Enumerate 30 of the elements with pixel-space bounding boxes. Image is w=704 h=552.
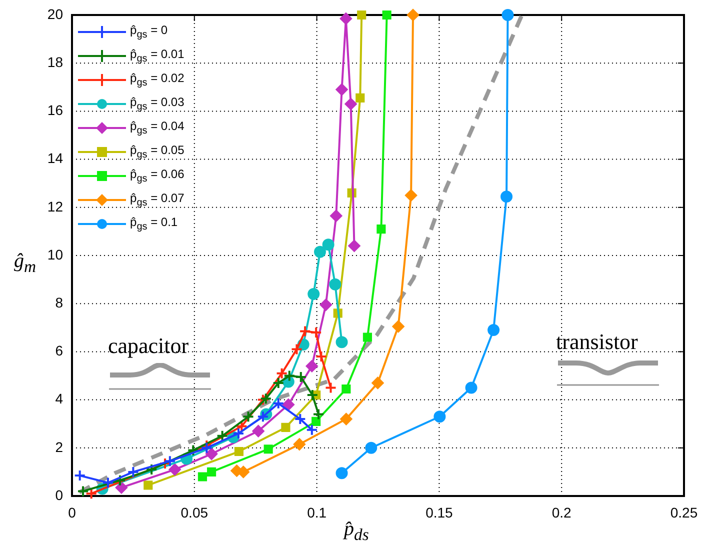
x-tick-label: 0 [68, 504, 76, 520]
annotation: capacitor [108, 333, 189, 359]
x-tick-label: 0.25 [670, 504, 698, 520]
y-tick-label: 6 [55, 342, 64, 359]
y-tick-label: 14 [47, 150, 64, 166]
legend-label: p̂$_{gs}$ = 0.05 [130, 143, 184, 161]
x-tick-label: 0.15 [426, 504, 454, 520]
annotation: transistor [556, 329, 638, 355]
y-tick-label: 18 [47, 54, 64, 70]
y-tick-label: 2 [55, 438, 64, 455]
y-tick-label: 0 [55, 486, 64, 503]
legend-label: p̂$_{gs}$ = 0.04 [130, 119, 184, 137]
y-tick-label: 10 [47, 246, 64, 262]
y-tick-label: 12 [47, 198, 64, 214]
legend-label: p̂$_{gs}$ = 0.03 [130, 95, 184, 113]
legend-label: p̂$_{gs}$ = 0.01 [130, 47, 184, 65]
y-tick-label: 4 [55, 390, 64, 407]
x-tick-label: 0.2 [552, 504, 572, 520]
legend-label: p̂$_{gs}$ = 0 [130, 23, 168, 41]
legend-label: p̂$_{gs}$ = 0.1 [130, 215, 178, 233]
y-axis-title: ĝ$_{m}$ [14, 250, 36, 277]
y-tick-label: 20 [47, 6, 64, 22]
legend-label: p̂$_{gs}$ = 0.06 [130, 167, 184, 185]
x-axis-title: p̂$_{ds}$ [344, 518, 369, 545]
y-tick-label: 8 [55, 294, 64, 310]
legend-label: p̂$_{gs}$ = 0.07 [130, 191, 184, 209]
x-tick-label: 0.1 [307, 504, 327, 520]
y-tick-label: 16 [47, 102, 64, 118]
legend-label: p̂$_{gs}$ = 0.02 [130, 71, 184, 89]
x-tick-label: 0.05 [180, 504, 208, 520]
